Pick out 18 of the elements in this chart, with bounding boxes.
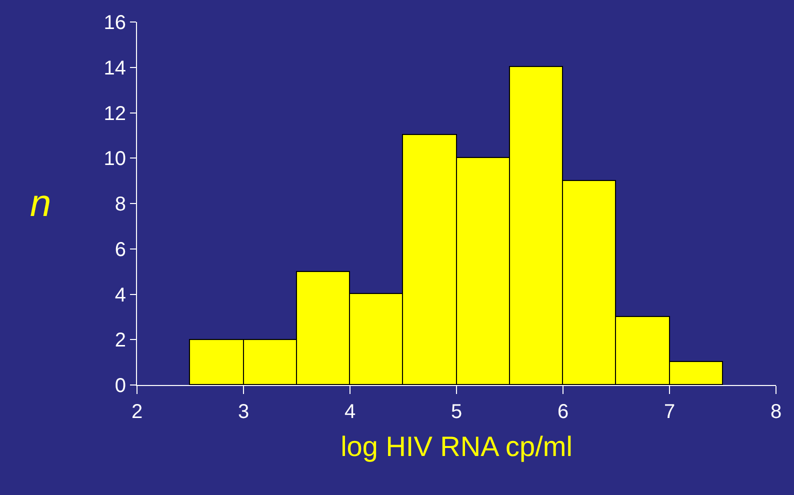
y-tick-label: 14	[104, 57, 126, 80]
x-axis-title: log HIV RNA cp/ml	[340, 431, 572, 462]
x-tick-label: 8	[770, 401, 782, 423]
y-tick-label: 4	[114, 284, 126, 306]
x-tick-label: 7	[664, 401, 676, 423]
y-tick-label: 12	[104, 102, 126, 125]
y-tick-label: 2	[114, 330, 126, 352]
y-tick-label: 6	[114, 238, 126, 261]
y-tick-label: 8	[114, 194, 126, 216]
x-tick-label: 2	[131, 401, 143, 423]
y-tick-label: 0	[114, 375, 126, 397]
y-tick-label: 10	[104, 148, 126, 170]
x-tick-label: 3	[238, 401, 250, 423]
y-axis-title: n	[30, 183, 52, 225]
x-tick-label: 6	[557, 401, 569, 423]
x-tick-label: 5	[450, 401, 462, 423]
y-tick-label: 16	[104, 12, 126, 34]
x-tick-label: 4	[344, 401, 356, 423]
